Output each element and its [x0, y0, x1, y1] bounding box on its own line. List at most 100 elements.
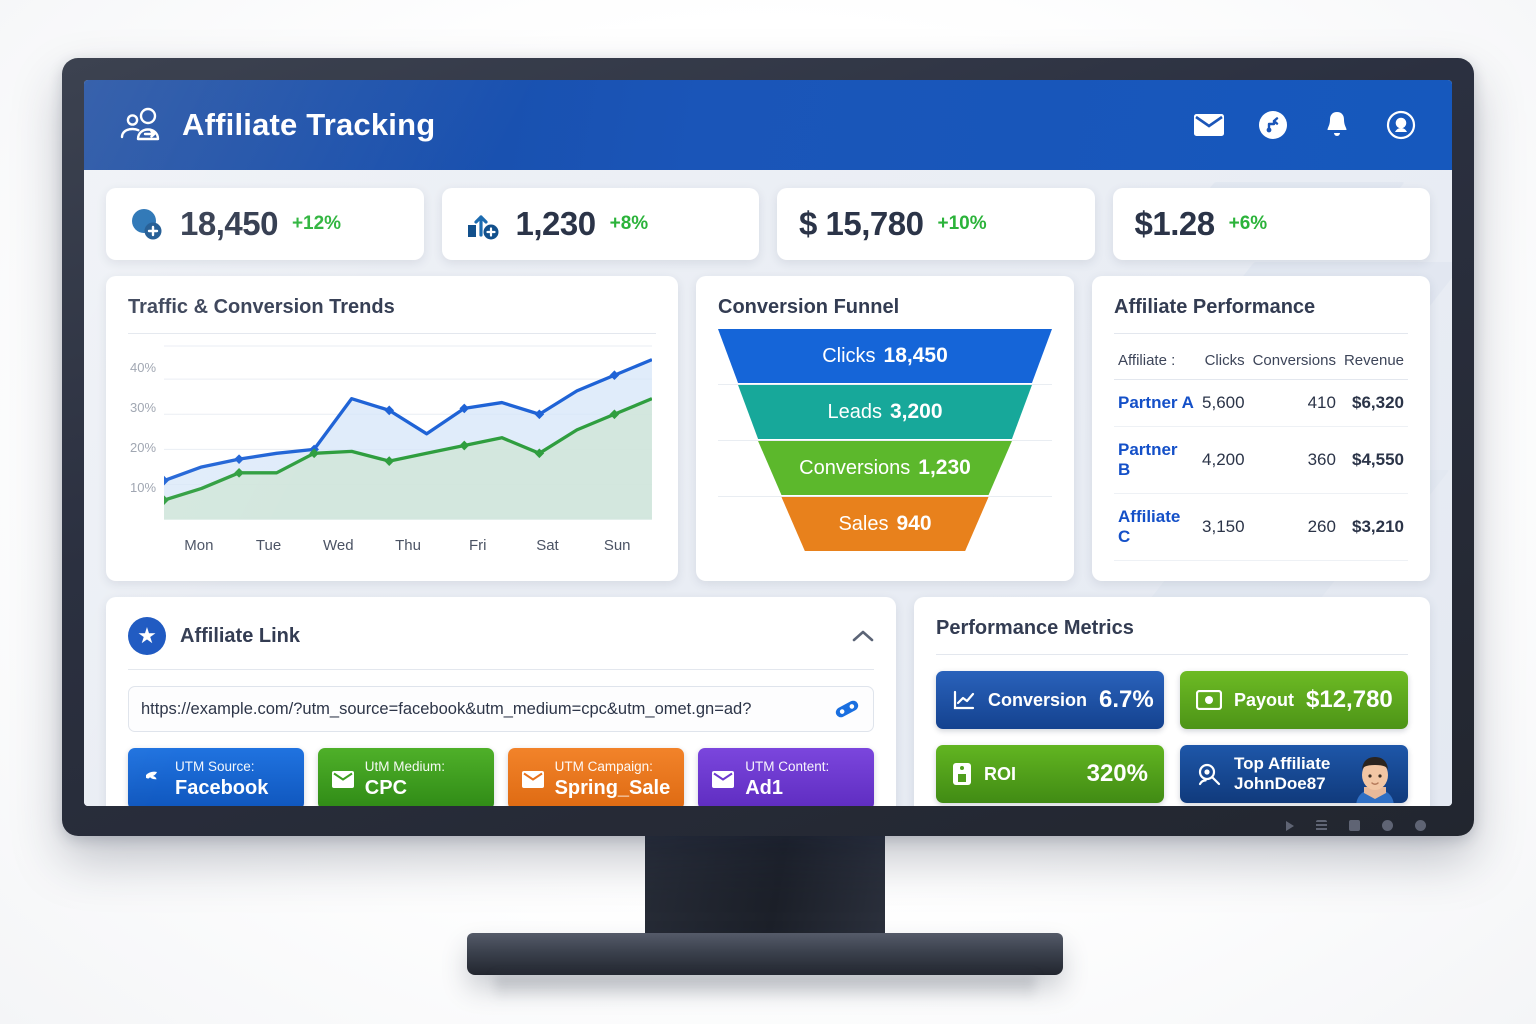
metric-tiles: Conversion 6.7% Payout $12,780	[936, 671, 1408, 803]
affiliate-url-input[interactable]	[141, 699, 833, 719]
cell-affiliate[interactable]: Partner A	[1114, 379, 1199, 427]
menu-icon[interactable]	[1316, 820, 1327, 831]
funnel-stage-label: Clicks	[822, 344, 876, 367]
table-row[interactable]: Partner A 5,600 410 $6,320	[1114, 379, 1408, 427]
user-search-icon	[1196, 762, 1222, 786]
kpi-value: $ 15,780	[799, 205, 924, 242]
kpi-card-conversions[interactable]: 1,230 +8%	[441, 188, 759, 260]
cell-revenue: $6,320	[1339, 379, 1408, 427]
facebook-icon	[142, 768, 164, 790]
funnel-card: Conversion Funnel Clicks 18,450 Leads 3,…	[696, 276, 1074, 581]
kpi-row: 18,450 +12% 1,230 +8% $ 15,780 +10%	[106, 188, 1430, 260]
x-tick-label: Thu	[395, 537, 421, 554]
funnel-stage-label: Conversions	[799, 456, 911, 479]
cell-conversions: 360	[1248, 426, 1340, 494]
envelope-icon	[331, 770, 354, 788]
utm-chip-key: UTM Content:	[745, 759, 830, 774]
chevron-up-icon[interactable]	[852, 629, 874, 643]
utm-chips: UTM Source: Facebook UtM Medium:	[128, 748, 874, 806]
y-tick-label: 30%	[130, 400, 157, 415]
column-header-conversions[interactable]: Conversions	[1248, 342, 1340, 380]
kpi-delta: +8%	[609, 213, 649, 234]
x-tick-label: Tue	[255, 537, 282, 554]
button-icon[interactable]	[1382, 820, 1393, 831]
chart-box-icon	[952, 689, 976, 711]
share-icon[interactable]	[1256, 108, 1290, 142]
kpi-card-epc[interactable]: $1.28 +6%	[1112, 188, 1430, 260]
cell-affiliate[interactable]: Partner B	[1114, 426, 1199, 494]
table-header-row: Affiliate : Clicks Conversions Revenue	[1114, 342, 1408, 380]
kpi-card-revenue[interactable]: $ 15,780 +10%	[777, 188, 1095, 260]
funnel-stage-label: Sales	[838, 512, 889, 535]
monitor-controls[interactable]	[1286, 820, 1426, 831]
users-group-icon	[118, 105, 164, 145]
utm-chip-key: UTM Campaign:	[554, 759, 653, 774]
divider	[718, 384, 1052, 385]
metric-label: Conversion	[988, 689, 1088, 710]
affiliate-performance-card: Affiliate Performance Affiliate : Clicks…	[1092, 276, 1430, 581]
metric-tile-payout[interactable]: Payout $12,780	[1180, 671, 1408, 729]
x-tick-label: Mon	[184, 537, 214, 554]
affiliate-link-card: ★ Affiliate Link	[106, 597, 896, 806]
envelope-icon	[521, 770, 544, 788]
affiliate-table: Affiliate : Clicks Conversions Revenue P…	[1114, 342, 1408, 561]
column-header-revenue[interactable]: Revenue	[1339, 342, 1408, 380]
input-icon[interactable]	[1349, 820, 1360, 831]
affiliate-link-title: Affiliate Link	[180, 624, 301, 647]
star-badge-icon: ★	[128, 617, 166, 655]
kpi-card-clicks[interactable]: 18,450 +12%	[106, 188, 424, 260]
divider	[128, 669, 874, 670]
monitor: Affiliate Tracking	[62, 58, 1474, 836]
mail-icon[interactable]	[1192, 108, 1226, 142]
column-header-affiliate[interactable]: Affiliate :	[1114, 342, 1199, 380]
app-header: Affiliate Tracking	[84, 80, 1452, 170]
cell-affiliate[interactable]: Affiliate C	[1114, 493, 1199, 561]
clicks-bubble-icon	[128, 207, 166, 241]
divider	[718, 496, 1052, 497]
funnel-stage-value: 940	[896, 512, 932, 535]
metric-label: Top Affiliate	[1234, 754, 1331, 774]
metric-value: 6.7%	[1099, 686, 1154, 713]
utm-chip-content[interactable]: UTM Content: Ad1	[698, 748, 874, 806]
account-icon[interactable]	[1384, 108, 1418, 142]
kpi-delta: +6%	[1228, 213, 1268, 234]
utm-chip-value: Ad1	[745, 777, 783, 799]
kpi-value: 1,230	[515, 205, 597, 242]
mid-row: Traffic & Conversion Trends 40% 30% 20% …	[106, 276, 1430, 581]
funnel-stage[interactable]: Conversions 1,230	[758, 441, 1012, 495]
metric-value: JohnDoe87	[1234, 774, 1326, 793]
table-row[interactable]: Partner B 4,200 360 $4,550	[1114, 426, 1408, 494]
cell-clicks: 4,200	[1198, 426, 1249, 494]
cell-revenue: $3,210	[1339, 493, 1408, 561]
divider	[936, 654, 1408, 655]
affiliate-url-box[interactable]	[128, 686, 874, 732]
table-row[interactable]: Affiliate C 3,150 260 $3,210	[1114, 493, 1408, 561]
cell-conversions: 410	[1248, 379, 1340, 427]
bell-icon[interactable]	[1320, 108, 1354, 142]
funnel-stage[interactable]: Sales 940	[781, 497, 989, 551]
performance-metrics-card: Performance Metrics Conversion 6.7%	[914, 597, 1430, 806]
funnel-stage[interactable]: Leads 3,200	[738, 385, 1032, 439]
brand: Affiliate Tracking	[118, 105, 435, 145]
divider	[1114, 333, 1408, 334]
utm-chip-campaign[interactable]: UTM Campaign: Spring_Sale	[507, 748, 685, 806]
funnel-stage[interactable]: Clicks 18,450	[718, 329, 1052, 383]
dashboard: 18,450 +12% 1,230 +8% $ 15,780 +10%	[84, 170, 1452, 806]
x-axis: Mon Tue Wed Thu Fri Sat Sun	[164, 537, 652, 554]
power-icon[interactable]	[1286, 820, 1294, 831]
utm-chip-value: Spring_Sale	[554, 777, 671, 799]
utm-chip-medium[interactable]: UtM Medium: CPC	[317, 748, 494, 806]
page-title: Affiliate Tracking	[182, 107, 436, 142]
cell-clicks: 5,600	[1198, 379, 1249, 427]
button-icon[interactable]	[1415, 820, 1426, 831]
column-header-clicks[interactable]: Clicks	[1198, 342, 1249, 380]
metric-tile-conversion[interactable]: Conversion 6.7%	[936, 671, 1164, 729]
utm-chip-key: UtM Medium:	[364, 759, 446, 774]
x-tick-label: Wed	[323, 537, 354, 554]
link-icon[interactable]	[833, 699, 861, 719]
utm-chip-source[interactable]: UTM Source: Facebook	[128, 748, 304, 806]
funnel-stage-value: 1,230	[918, 456, 971, 479]
affiliate-link-header: ★ Affiliate Link	[128, 617, 874, 655]
metric-tile-roi[interactable]: ROI 320%	[936, 745, 1164, 803]
metric-tile-top-affiliate[interactable]: Top Affiliate JohnDoe87	[1180, 745, 1408, 803]
